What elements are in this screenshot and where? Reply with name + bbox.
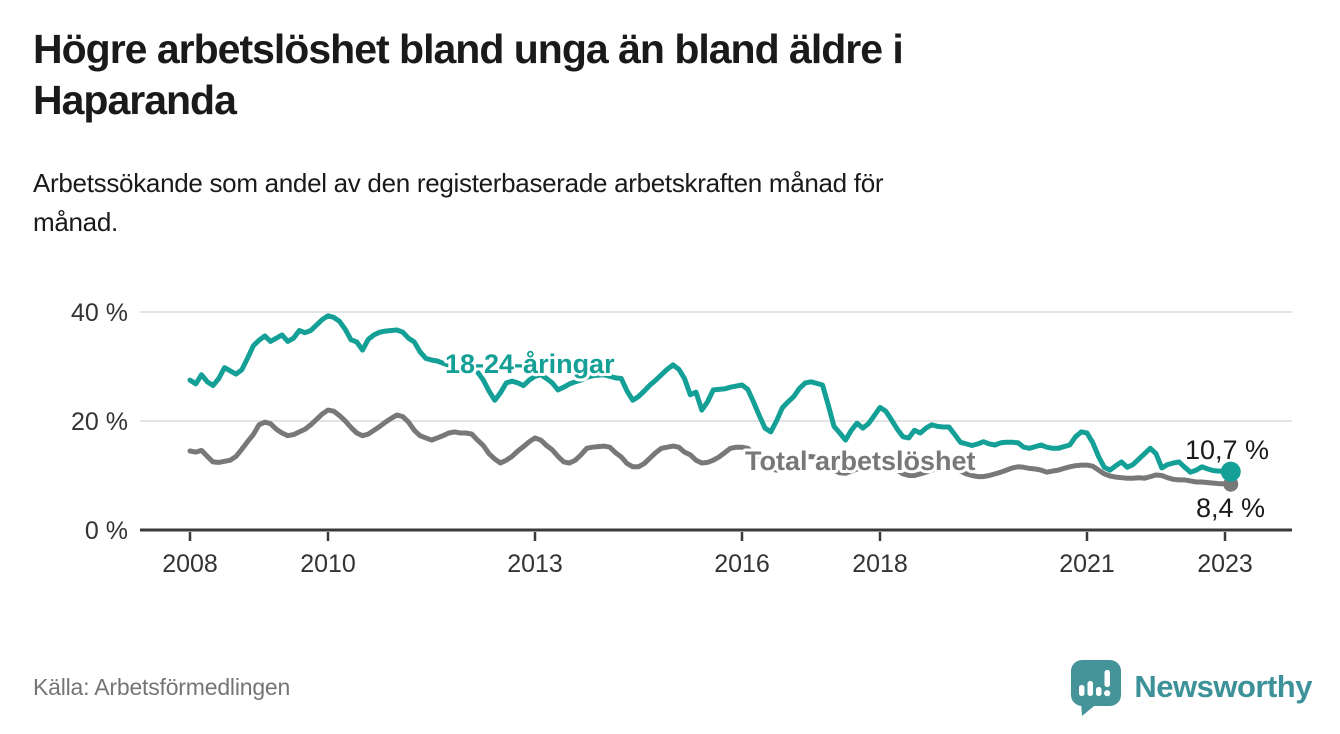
y-tick-label: 20 % — [71, 408, 128, 436]
youth-end-value-label: 10,7 % — [1185, 435, 1269, 465]
source-note: Källa: Arbetsförmedlingen — [33, 674, 291, 700]
total-line — [187, 407, 1234, 487]
x-tick-label: 2008 — [162, 550, 218, 578]
x-tick-label: 2018 — [852, 550, 908, 578]
newsworthy-icon — [1071, 660, 1122, 716]
title-line-2: Haparanda — [33, 77, 237, 124]
newsworthy-wordmark: Newsworthy — [1134, 669, 1312, 704]
title-line-1: Högre arbetslöshet bland unga än bland ä… — [33, 26, 904, 72]
y-tick-label: 0 % — [85, 517, 128, 545]
total-end-value-label: 8,4 % — [1196, 493, 1265, 523]
newsworthy-logo[interactable]: Newsworthy — [1069, 658, 1312, 716]
chart-subtitle: Arbetssökande som andel av den registerb… — [33, 164, 1263, 242]
youth-series-label: 18-24-åringar — [445, 349, 615, 379]
x-tick-label: 2016 — [714, 550, 770, 578]
subtitle-line-1: Arbetssökande som andel av den registerb… — [33, 168, 884, 198]
x-tick-label: 2023 — [1197, 550, 1253, 578]
x-tick-label: 2010 — [300, 550, 356, 578]
page-title: Högre arbetslöshet bland unga än bland ä… — [33, 24, 1293, 127]
subtitle-line-2: månad. — [33, 207, 118, 237]
total-series-label: Total arbetslöshet — [745, 446, 976, 476]
y-tick-label: 40 % — [71, 299, 128, 327]
x-tick-label: 2013 — [507, 550, 563, 578]
x-tick-label: 2021 — [1059, 550, 1115, 578]
youth-end-dot — [1220, 461, 1241, 482]
youth-line — [187, 313, 1234, 475]
